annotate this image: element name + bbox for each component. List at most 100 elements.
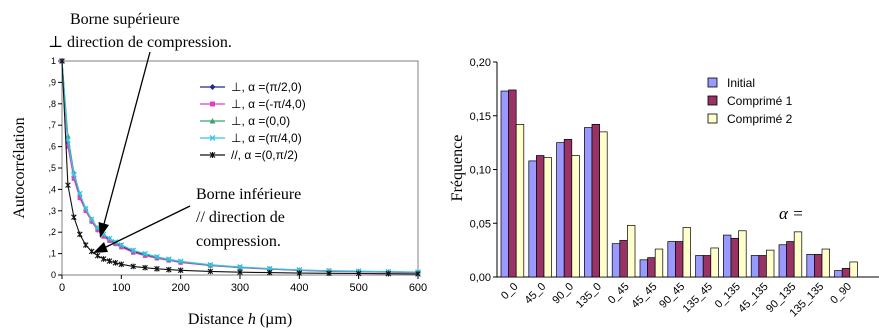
right-x-tick-label: 0_0	[499, 281, 520, 302]
left-y-tick-label: ,3	[48, 206, 56, 216]
star-marker-icon	[209, 152, 216, 158]
left-legend-entry: ⊥, α =(-π/4,0)	[200, 97, 306, 111]
data-point	[177, 258, 184, 265]
data-point	[154, 265, 160, 272]
bar	[750, 255, 760, 278]
upper-bound-arrow-shaft	[103, 51, 151, 225]
bar	[702, 255, 712, 278]
data-point	[142, 250, 148, 257]
bar	[695, 255, 704, 278]
bar	[723, 234, 732, 278]
data-point	[95, 227, 100, 233]
bar	[738, 230, 747, 278]
alpha-annotation: α =	[779, 204, 804, 223]
bar	[619, 240, 628, 278]
data-point	[112, 260, 119, 266]
x-marker-icon	[209, 135, 216, 141]
left-y-tick-label: ,6	[48, 142, 56, 152]
left-x-tick-label: 200	[171, 282, 189, 294]
left-x-tick-label: 600	[409, 282, 427, 294]
right-y-tick-label: 0,05	[470, 218, 491, 230]
bar	[536, 155, 545, 278]
bar	[599, 131, 608, 278]
right-y-tick-label: 0,15	[470, 111, 491, 123]
left-y-tick-label: ,8	[48, 99, 56, 109]
left-y-tick-label: ,7	[48, 120, 56, 130]
bar	[571, 155, 580, 278]
left-y-tick-label: ,2	[48, 227, 56, 237]
left-legend-label: ⊥, α =(-π/4,0)	[231, 97, 306, 111]
right-x-tick-label: 45_0	[523, 281, 549, 307]
bar	[834, 270, 843, 278]
data-point	[65, 182, 71, 188]
data-point	[107, 238, 112, 243]
data-point	[237, 269, 243, 276]
bar	[508, 89, 517, 278]
right-y-tick-label: 0,20	[470, 57, 491, 69]
lower-bound-arrow-head-icon	[93, 242, 108, 253]
left-y-tick-label: ,1	[48, 249, 56, 259]
bar	[543, 157, 552, 278]
data-point	[207, 261, 214, 268]
data-point	[385, 270, 392, 277]
right-x-tick-label: 135_0	[574, 281, 604, 311]
data-point	[106, 258, 113, 264]
left-legend: ⊥, α =(π/2,0) ⊥, α =(-π/4,0) ⊥, α =(0,0)…	[200, 80, 306, 162]
right-y-axis-ticks: 0,00 0,05 0,10 0,15 0,20	[470, 57, 497, 284]
bar	[806, 254, 815, 278]
right-y-tick-label: 0,10	[470, 165, 491, 177]
left-x-axis-label: Distance h (µm)	[188, 311, 292, 328]
data-point	[355, 270, 362, 277]
bar	[584, 127, 593, 278]
upper-bound-arrow-head-icon	[98, 222, 109, 238]
bar	[821, 248, 830, 278]
data-point	[76, 190, 83, 197]
bar	[793, 231, 803, 278]
data-point	[82, 205, 89, 212]
bar	[786, 241, 795, 278]
data-point	[77, 231, 83, 238]
left-legend-label: ⊥, α =(π/4,0)	[231, 131, 302, 145]
left-series-group	[59, 58, 421, 277]
left-legend-entry: ⊥, α =(0,0)	[200, 114, 290, 128]
right-y-tick-label: 0,00	[470, 272, 491, 284]
data-point	[130, 247, 137, 254]
lower-bound-annotation-line3: compression.	[196, 233, 281, 250]
left-y-tick-label: ,9	[48, 77, 56, 87]
left-series-line	[61, 60, 419, 273]
legend-swatch-comprime-2	[707, 113, 718, 124]
data-point	[100, 256, 107, 262]
data-point	[94, 252, 101, 259]
left-legend-entry: //, α =(0,π/2)	[200, 148, 298, 162]
bar	[682, 227, 691, 278]
right-legend-label: Comprimé 2	[727, 112, 793, 126]
left-x-axis-ticks: 0 100 200 300 400 500 600	[59, 275, 427, 294]
data-point	[154, 253, 160, 260]
right-legend-entry: Comprimé 1	[707, 94, 793, 108]
right-x-tick-label: 0_90	[828, 281, 854, 307]
right-y-axis-label: Fréquence	[449, 135, 466, 202]
data-point	[166, 266, 172, 273]
left-y-tick-label: ,5	[48, 163, 56, 173]
right-x-tick-label: 45_45	[629, 281, 659, 311]
data-point	[177, 267, 184, 274]
data-point	[82, 242, 89, 248]
bar	[654, 248, 664, 278]
right-bars-group	[500, 89, 858, 278]
bar	[675, 241, 684, 278]
bar	[730, 237, 739, 278]
data-point	[71, 214, 77, 221]
bar	[528, 160, 537, 278]
bar	[556, 142, 565, 278]
left-series-line	[61, 60, 419, 275]
data-point	[83, 208, 88, 213]
data-point	[88, 216, 95, 223]
data-point	[106, 235, 113, 242]
data-point	[165, 256, 172, 263]
data-point	[266, 265, 273, 272]
right-x-tick-label: 45_135	[736, 281, 770, 315]
right-legend-entry: Comprimé 2	[707, 112, 793, 126]
right-legend-label: Comprimé 1	[727, 94, 793, 108]
